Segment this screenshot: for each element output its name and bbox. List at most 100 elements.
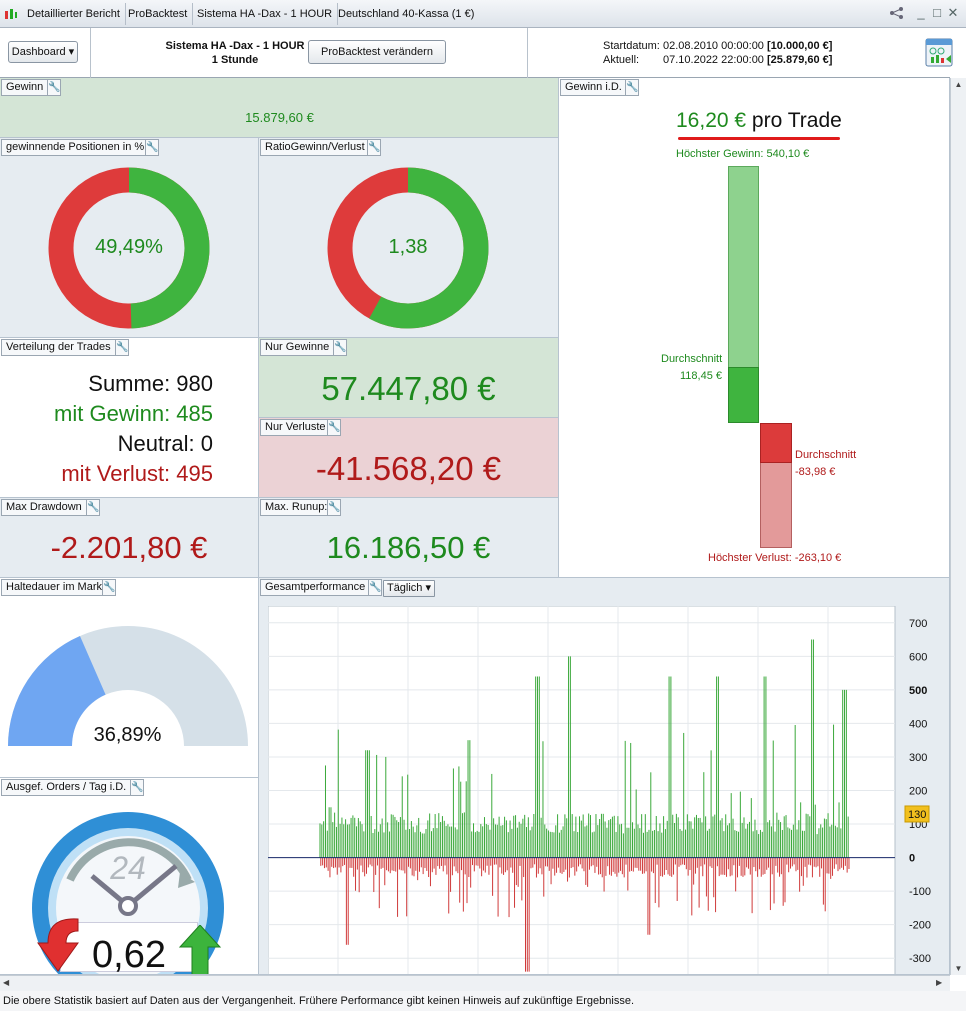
scroll-right-icon[interactable]: ▶ xyxy=(936,978,943,987)
current-value-marker xyxy=(904,805,930,823)
avg-loss-value: -83,98 € xyxy=(795,466,836,478)
start-label: Startdatum: xyxy=(603,40,660,52)
gewinn-id-label: Gewinn i.D. xyxy=(560,79,626,96)
y-tick-label: 700 xyxy=(909,618,927,630)
tab-detailed-report[interactable]: Detaillierter Bericht xyxy=(22,3,126,25)
verteilung-panel: Verteilung der Trades 🔧 Summe: 980 mit G… xyxy=(0,338,259,498)
wrench-icon[interactable]: 🔧 xyxy=(368,579,382,596)
y-tick-label: 300 xyxy=(909,752,927,764)
win-pct-donut xyxy=(48,167,210,329)
wrench-icon[interactable]: 🔧 xyxy=(47,79,61,96)
scroll-up-icon[interactable]: ▲ xyxy=(954,80,963,89)
y-tick-label: 600 xyxy=(909,651,927,663)
gewinn-label: Gewinn xyxy=(1,79,48,96)
date-info: Startdatum: 02.08.2010 00:00:00 [10.000,0… xyxy=(603,39,832,67)
start-date: 02.08.2010 00:00:00 xyxy=(663,40,764,52)
scroll-left-icon[interactable]: ◀ xyxy=(3,978,10,987)
wrench-icon[interactable]: 🔧 xyxy=(102,579,116,596)
gesamt-panel: Gesamtperformance 🔧 Täglich ▾ 700 600 500 4… xyxy=(259,578,950,975)
nur-verluste-value: -41.568,20 € xyxy=(315,450,502,487)
tab-instrument[interactable]: Deutschland 40-Kassa (1 €) xyxy=(338,8,475,20)
haltedauer-value: 36,89% xyxy=(93,724,162,746)
current-value-label: 130 xyxy=(908,809,926,821)
wrench-icon[interactable]: 🔧 xyxy=(130,779,144,796)
max-gain-label: Höchster Gewinn: 540,10 € xyxy=(676,148,810,160)
disclaimer-footer: Die obere Statistik basiert auf Daten au… xyxy=(0,991,966,1011)
avg-gain-bar xyxy=(728,367,759,423)
winning-trades: mit Gewinn: 485 xyxy=(54,401,213,426)
change-backtest-button[interactable]: ProBacktest verändern xyxy=(308,40,446,64)
max-runup-panel: Max. Runup: 🔧 16.186,50 € xyxy=(259,498,559,578)
haltedauer-panel: Haltedauer im Markt 🔧 36,89% xyxy=(0,578,259,778)
arrow-down-icon xyxy=(37,918,79,972)
horizontal-scrollbar[interactable]: ◀ ▶ xyxy=(0,975,950,991)
avg-gain-label: Durchschnitt xyxy=(661,353,723,365)
gesamt-label: Gesamtperformance xyxy=(260,579,369,596)
y-tick-label: 400 xyxy=(909,718,927,730)
gewinn-panel: Gewinn 🔧 15.879,60 € xyxy=(0,78,559,138)
scroll-down-icon[interactable]: ▼ xyxy=(954,964,963,973)
share-icon[interactable] xyxy=(889,6,903,20)
nur-gewinne-label: Nur Gewinne xyxy=(260,339,334,356)
period-dropdown[interactable]: Täglich ▾ xyxy=(383,580,435,597)
orders-value: 0,62 xyxy=(92,934,166,975)
app-chart-icon xyxy=(4,7,18,21)
avg-gain-value: 118,45 € xyxy=(680,370,723,382)
max-drawdown-panel: Max Drawdown 🔧 -2.201,80 € xyxy=(0,498,259,578)
max-loss-label: Höchster Verlust: -263,10 € xyxy=(708,552,842,564)
system-info: Sistema HA -Dax - 1 HOUR 1 Stunde xyxy=(150,39,320,67)
vertical-scrollbar[interactable]: ▲ ▼ xyxy=(950,78,966,975)
minimize-icon[interactable]: _ xyxy=(917,5,925,20)
nur-gewinne-value: 57.447,80 € xyxy=(321,370,496,407)
haltedauer-gauge xyxy=(8,626,248,746)
wrench-icon[interactable]: 🔧 xyxy=(145,139,159,156)
dashboard-dropdown[interactable]: Dashboard ▾ xyxy=(8,41,78,63)
underline-decoration xyxy=(678,137,840,140)
per-trade: 16,20 € pro Trade xyxy=(676,109,842,133)
avg-loss-bar xyxy=(760,423,792,463)
title-bar: Detaillierter Bericht ProBacktest Sistem… xyxy=(0,0,966,28)
sum-trades: Summe: 980 xyxy=(88,371,213,396)
wrench-icon[interactable]: 🔧 xyxy=(115,339,129,356)
per-trade-suffix: pro Trade xyxy=(751,109,842,132)
neutral-trades: Neutral: 0 xyxy=(117,431,213,456)
wrench-icon[interactable]: 🔧 xyxy=(367,139,381,156)
start-capital: [10.000,00 €] xyxy=(767,40,833,52)
gewinn-value: 15.879,60 € xyxy=(245,110,314,125)
nur-verluste-panel: Nur Verluste 🔧 -41.568,20 € xyxy=(259,418,559,498)
max-runup-label: Max. Runup: xyxy=(260,499,328,516)
verteilung-label: Verteilung der Trades xyxy=(1,339,116,356)
report-settings-icon[interactable] xyxy=(925,37,955,69)
trade-distribution: Summe: 980 mit Gewinn: 485 Neutral: 0 mi… xyxy=(0,369,213,489)
tab-system[interactable]: Sistema HA -Dax - 1 HOUR xyxy=(192,3,339,25)
y-tick-label: -100 xyxy=(909,886,931,898)
tab-probacktest[interactable]: ProBacktest xyxy=(123,3,194,25)
close-icon[interactable]: ✕ xyxy=(947,5,959,20)
y-tick-label: 200 xyxy=(909,786,927,798)
win-pct-label: gewinnende Positionen in % xyxy=(1,139,146,156)
avg-loss-label: Durchschnitt xyxy=(795,449,857,461)
max-drawdown-label: Max Drawdown xyxy=(1,499,87,516)
period-label: Täglich xyxy=(386,582,423,594)
win-pct-panel: gewinnende Positionen in % 🔧 49,49% xyxy=(0,138,259,338)
losing-trades: mit Verlust: 495 xyxy=(61,461,213,486)
wrench-icon[interactable]: 🔧 xyxy=(327,499,341,516)
wrench-icon[interactable]: 🔧 xyxy=(333,339,347,356)
haltedauer-label: Haltedauer im Markt xyxy=(1,579,105,596)
wrench-icon[interactable]: 🔧 xyxy=(327,419,341,436)
clock-number: 24 xyxy=(110,850,146,886)
win-pct-value: 49,49% xyxy=(95,236,163,258)
system-name: Sistema HA -Dax - 1 HOUR xyxy=(165,40,305,52)
max-runup-value: 16.186,50 € xyxy=(326,530,491,565)
y-tick-label: 500 xyxy=(909,685,927,697)
maximize-icon[interactable]: □ xyxy=(933,5,941,20)
ratio-value: 1,38 xyxy=(388,236,428,258)
y-tick-label: -200 xyxy=(909,920,931,932)
nur-gewinne-panel: Nur Gewinne 🔧 57.447,80 € xyxy=(259,338,559,418)
orders-panel: Ausgef. Orders / Tag i.D. 🔧 24 0,62 xyxy=(0,778,259,975)
wrench-icon[interactable]: 🔧 xyxy=(86,499,100,516)
timeframe: 1 Stunde xyxy=(211,54,259,66)
wrench-icon[interactable]: 🔧 xyxy=(625,79,639,96)
current-label: Aktuell: xyxy=(603,54,640,66)
